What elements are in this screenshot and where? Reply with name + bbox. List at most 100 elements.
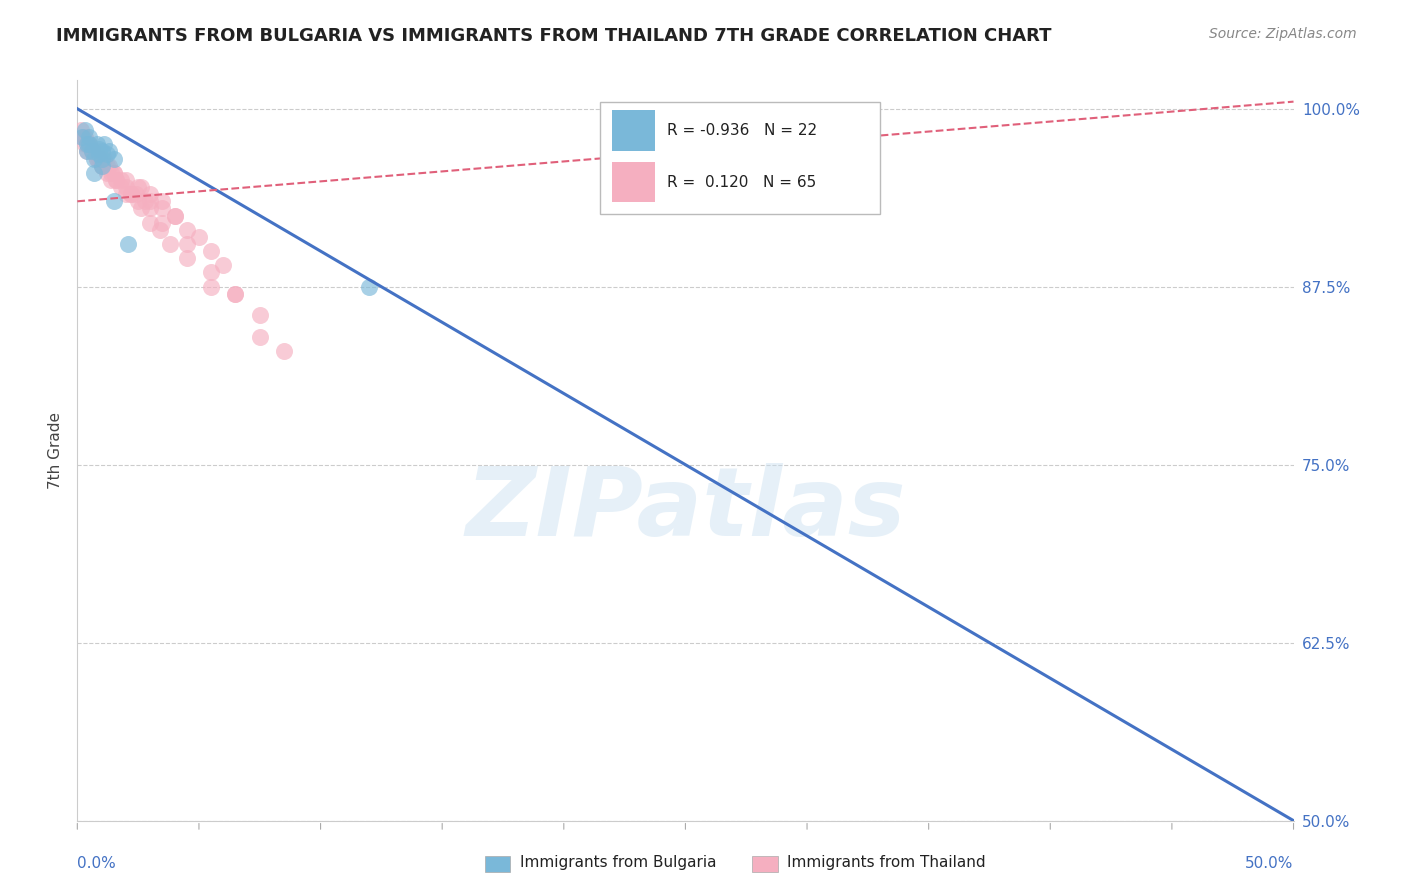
Point: [249, 308, 271, 322]
Point: [129, 202, 152, 216]
Point: [115, 187, 138, 202]
Point: [96, 159, 118, 173]
Point: [105, 173, 128, 187]
Point: [79, 137, 101, 152]
Point: [73, 123, 96, 137]
Point: [90, 145, 112, 159]
Point: [103, 194, 125, 209]
Point: [97, 159, 120, 173]
Point: [72, 130, 94, 145]
Point: [100, 166, 122, 180]
Point: [139, 187, 162, 202]
Point: [139, 202, 162, 216]
Point: [96, 147, 118, 161]
Text: 0.0%: 0.0%: [77, 856, 117, 871]
Point: [84, 145, 107, 159]
Y-axis label: 7th Grade: 7th Grade: [48, 412, 63, 489]
Point: [90, 159, 112, 173]
FancyBboxPatch shape: [613, 110, 655, 151]
Point: [249, 329, 271, 343]
Point: [127, 180, 149, 194]
Point: [80, 145, 103, 159]
Point: [103, 166, 125, 180]
Point: [103, 152, 125, 166]
Point: [110, 173, 132, 187]
Text: R =  0.120   N = 65: R = 0.120 N = 65: [668, 175, 817, 190]
Point: [115, 173, 138, 187]
Point: [73, 137, 96, 152]
Point: [273, 343, 295, 358]
Point: [90, 159, 112, 173]
Text: Immigrants from Bulgaria: Immigrants from Bulgaria: [520, 855, 717, 870]
Point: [176, 252, 198, 266]
Point: [159, 237, 181, 252]
Point: [83, 145, 105, 159]
Point: [359, 279, 381, 293]
Point: [90, 159, 112, 173]
Point: [96, 166, 118, 180]
Point: [73, 130, 96, 145]
Point: [149, 223, 172, 237]
Point: [212, 259, 235, 273]
Point: [200, 265, 222, 279]
Point: [76, 145, 98, 159]
Point: [89, 152, 111, 166]
Point: [79, 137, 101, 152]
Text: IMMIGRANTS FROM BULGARIA VS IMMIGRANTS FROM THAILAND 7TH GRADE CORRELATION CHART: IMMIGRANTS FROM BULGARIA VS IMMIGRANTS F…: [56, 27, 1052, 45]
Point: [224, 286, 246, 301]
Point: [89, 147, 111, 161]
Point: [176, 223, 198, 237]
Point: [93, 152, 115, 166]
Point: [152, 216, 174, 230]
Point: [100, 173, 122, 187]
Point: [86, 152, 108, 166]
Point: [80, 145, 103, 159]
Point: [120, 187, 142, 202]
Point: [120, 187, 142, 202]
Point: [76, 145, 98, 159]
Point: [115, 180, 138, 194]
Text: ZIPatlas: ZIPatlas: [465, 463, 905, 557]
FancyBboxPatch shape: [600, 103, 880, 213]
Point: [163, 209, 186, 223]
Point: [90, 152, 112, 166]
Point: [117, 237, 139, 252]
Point: [105, 173, 128, 187]
Point: [134, 194, 156, 209]
Text: Immigrants from Thailand: Immigrants from Thailand: [787, 855, 986, 870]
Point: [152, 194, 174, 209]
Point: [76, 137, 98, 152]
Point: [163, 209, 186, 223]
Point: [110, 180, 132, 194]
Text: Source: ZipAtlas.com: Source: ZipAtlas.com: [1209, 27, 1357, 41]
Point: [152, 202, 174, 216]
Text: 50.0%: 50.0%: [1246, 856, 1294, 871]
FancyBboxPatch shape: [613, 161, 655, 202]
Point: [70, 130, 93, 145]
Point: [224, 286, 246, 301]
Point: [103, 166, 125, 180]
Point: [76, 137, 98, 152]
Point: [200, 279, 222, 293]
Point: [79, 130, 101, 145]
Point: [93, 137, 115, 152]
Point: [79, 137, 101, 152]
Point: [90, 152, 112, 166]
Text: R = -0.936   N = 22: R = -0.936 N = 22: [668, 123, 817, 137]
Point: [125, 187, 148, 202]
Point: [188, 230, 211, 244]
Point: [83, 152, 105, 166]
Point: [139, 216, 162, 230]
Point: [97, 145, 120, 159]
Point: [127, 194, 149, 209]
Point: [83, 166, 105, 180]
Point: [70, 123, 93, 137]
Point: [80, 145, 103, 159]
Point: [200, 244, 222, 259]
Point: [89, 142, 111, 156]
Point: [139, 194, 162, 209]
Point: [86, 152, 108, 166]
Point: [129, 180, 152, 194]
Point: [176, 237, 198, 252]
Point: [86, 137, 108, 152]
